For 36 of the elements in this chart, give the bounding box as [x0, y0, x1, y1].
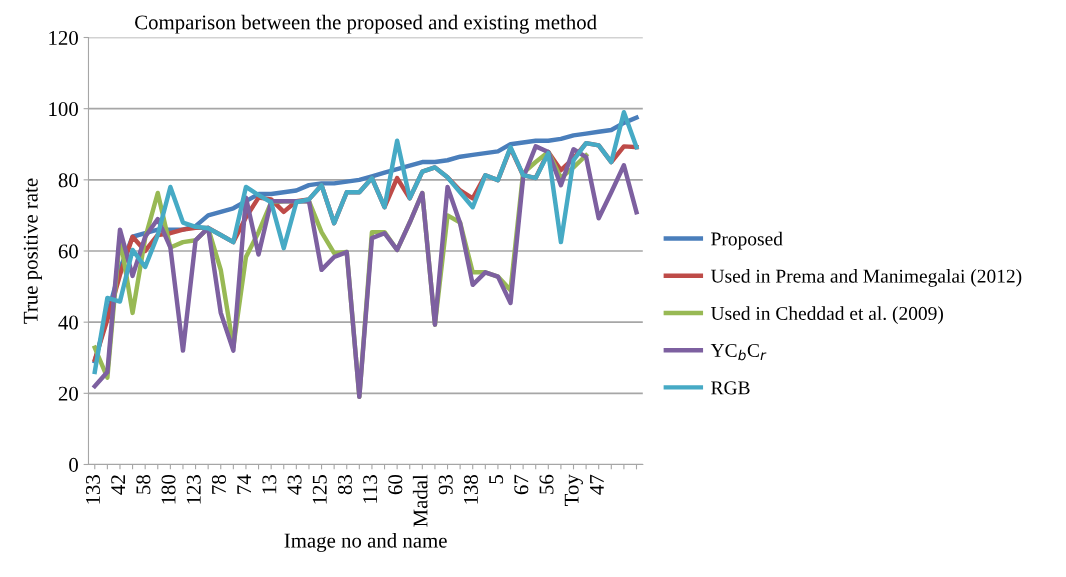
x-tick-label: 13 [262, 475, 277, 494]
y-tick-label: 20 [58, 386, 78, 401]
legend-label: RGB [711, 381, 750, 395]
x-tick-label: 78 [211, 475, 226, 494]
x-tick-label: 83 [337, 475, 352, 495]
y-tick-label: 0 [69, 457, 78, 472]
y-tick-label: 40 [58, 315, 78, 330]
x-tick-label: Toy [564, 474, 583, 506]
y-tick-label: 100 [49, 102, 78, 117]
legend-label: Used in Cheddad et al. (2009) [710, 306, 943, 324]
x-tick-label: 43 [287, 475, 302, 495]
x-axis-title: Image no and name [284, 532, 447, 552]
x-tick-label: 67 [514, 474, 529, 495]
legend-label: YC$_{b}$C$_{r}$ [710, 343, 767, 361]
x-tick-label: 42 [111, 475, 125, 495]
x-tick-label: 125 [312, 475, 327, 504]
x-tick-label: 5 [489, 475, 504, 484]
x-tick-label: 123 [186, 475, 201, 504]
x-tick-label: 133 [85, 475, 100, 504]
x-tick-label: 58 [136, 475, 151, 494]
x-tick-label: 60 [388, 475, 403, 495]
x-tick-label: 47 [590, 474, 604, 495]
legend-label: Proposed [711, 231, 783, 250]
y-axis-title: True positive rate [23, 178, 42, 324]
x-tick-label: 113 [363, 475, 378, 503]
legend-label: Used in Prema and Manimegalai (2012) [710, 269, 1022, 287]
x-tick-label: 93 [438, 475, 453, 495]
y-tick-label: 120 [49, 30, 78, 45]
x-tick-label: 74 [237, 474, 251, 494]
chart-title: Comparison between the proposed and existing method [135, 14, 597, 34]
y-tick-label: 80 [58, 173, 78, 188]
x-tick-label: 138 [463, 475, 478, 504]
x-tick-label: 180 [161, 475, 176, 504]
x-tick-label: Madal [412, 474, 428, 527]
y-tick-label: 60 [58, 244, 78, 259]
x-tick-label: 56 [539, 474, 554, 494]
